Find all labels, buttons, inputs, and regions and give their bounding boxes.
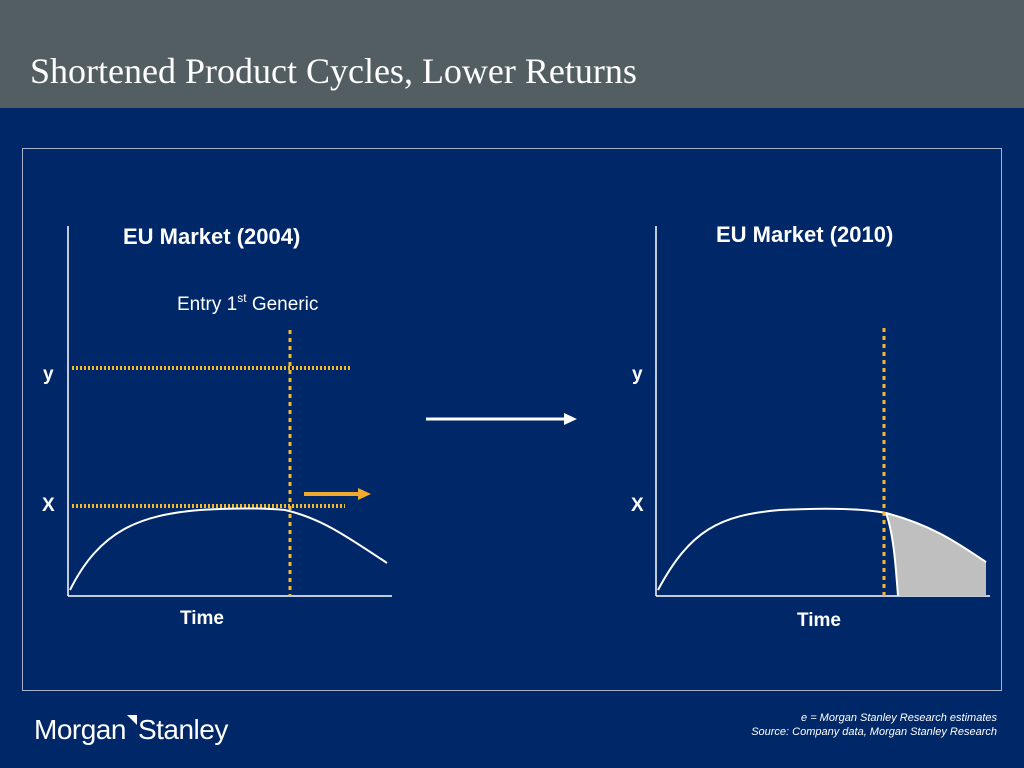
entry-label-end: Generic [246,294,319,315]
left-y-label: y [43,364,54,385]
right-y-label: y [632,364,643,385]
right-time-label: Time [797,610,842,631]
transition-arrow [426,413,577,425]
right-drop-curve [885,512,899,597]
footnote-source: Source: Company data, Morgan Stanley Res… [751,726,997,738]
left-time-label: Time [180,608,225,629]
footnote-estimates: e = Morgan Stanley Research estimates [801,712,997,724]
left-x-label: X [42,495,55,516]
right-x-label: X [631,495,644,516]
left-panel-heading: EU Market (2004) [123,224,301,249]
right-panel-heading: EU Market (2010) [716,222,894,247]
logo-mark-icon [126,715,137,725]
morgan-stanley-logo: Morgan Stanley [34,714,228,746]
entry-label-main: Entry 1 [177,294,238,315]
entry-label-sup: st [237,291,247,305]
title-bar [0,0,1024,108]
slide-title: Shortened Product Cycles, Lower Returns [30,51,637,91]
entry-generic-label: Entry 1st Generic [177,291,318,316]
diagram-panel [22,148,1002,691]
right-lifecycle-curve [657,507,987,591]
right-shaded-loss-area [886,513,986,596]
left-lifecycle-curve [69,507,388,591]
logo-part-morgan: Morgan [34,714,126,745]
left-extension-arrow [304,488,371,500]
logo-part-stanley: Stanley [137,714,228,745]
